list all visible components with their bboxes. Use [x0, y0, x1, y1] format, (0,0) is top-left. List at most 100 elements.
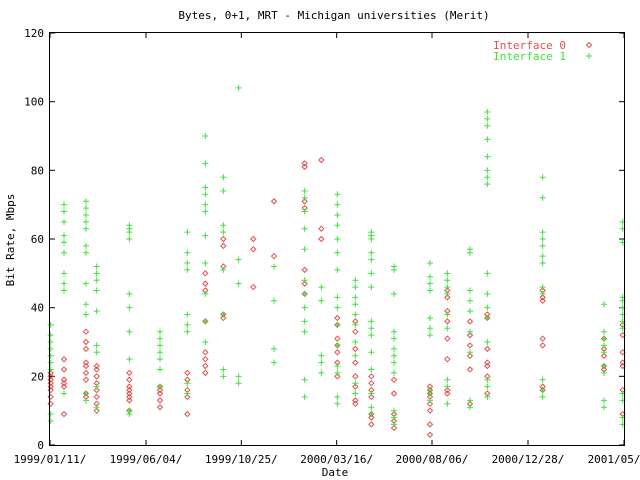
data-point — [93, 277, 100, 284]
data-point — [484, 136, 491, 143]
legend-label: Interface 1 — [493, 50, 566, 63]
data-point — [126, 304, 133, 311]
data-point — [368, 379, 375, 387]
data-point — [301, 266, 308, 274]
data-point — [93, 407, 100, 414]
data-point — [220, 235, 227, 243]
data-point — [220, 314, 227, 322]
data-point — [352, 284, 359, 291]
data-point — [202, 270, 209, 277]
x-tick-label: 2000/08/06/ — [396, 453, 469, 466]
data-point — [539, 236, 546, 242]
data-point — [60, 366, 68, 373]
data-point — [235, 84, 242, 91]
data-point — [61, 249, 67, 256]
data-point — [126, 369, 133, 377]
data-point — [484, 383, 491, 390]
x-tick-label: 2001/05/21/ — [588, 453, 640, 466]
x-tick-label: 1999/10/25/ — [205, 453, 278, 466]
data-point — [466, 318, 474, 325]
data-point — [426, 407, 434, 414]
data-point — [270, 252, 278, 260]
data-point — [301, 328, 308, 335]
y-tick-label: 100 — [24, 96, 44, 109]
data-point — [126, 376, 133, 383]
x-axis-label: Date — [322, 466, 349, 479]
data-point — [467, 404, 473, 411]
data-point — [93, 404, 100, 411]
data-point — [426, 400, 434, 408]
data-point — [82, 376, 90, 383]
data-point — [318, 225, 325, 232]
data-point — [467, 328, 473, 335]
data-point — [126, 390, 133, 397]
data-point — [427, 325, 433, 332]
data-point — [184, 393, 191, 401]
data-point — [334, 393, 341, 400]
data-point — [301, 160, 308, 167]
plot-frame — [49, 32, 625, 446]
data-point — [352, 321, 359, 328]
data-point — [220, 242, 227, 250]
data-point — [484, 339, 491, 345]
data-point — [391, 421, 397, 428]
data-point — [539, 387, 546, 394]
data-point — [156, 397, 164, 404]
data-point — [484, 359, 491, 366]
data-point — [601, 301, 607, 308]
data-point — [334, 201, 341, 208]
data-point — [600, 352, 608, 359]
data-point — [83, 218, 89, 225]
data-point — [235, 373, 242, 380]
data-point — [334, 191, 341, 198]
data-point — [83, 397, 89, 404]
data-point — [334, 400, 341, 407]
data-point — [484, 362, 491, 370]
data-point — [318, 235, 325, 243]
data-point — [47, 339, 54, 345]
data-point — [368, 373, 375, 380]
data-point — [301, 198, 308, 205]
x-tick-label: 2000/03/16/ — [300, 453, 373, 466]
data-point — [301, 225, 308, 232]
y-tick-label: 80 — [31, 164, 44, 177]
data-point — [444, 390, 451, 397]
data-point — [427, 260, 433, 267]
data-point — [202, 184, 209, 191]
data-point — [334, 335, 341, 342]
data-point — [184, 249, 191, 256]
data-point — [184, 369, 191, 377]
x-tick-label: 2000/12/28/ — [492, 453, 565, 466]
data-point — [220, 311, 227, 318]
data-point — [202, 160, 209, 167]
data-point — [368, 366, 375, 373]
data-point — [352, 311, 359, 318]
data-point — [202, 339, 209, 345]
data-point — [368, 393, 375, 401]
data-point — [334, 373, 341, 380]
data-point — [271, 297, 277, 304]
data-point — [82, 359, 90, 366]
data-point — [184, 328, 191, 335]
data-point — [220, 187, 227, 194]
data-point — [202, 369, 209, 377]
data-point — [444, 386, 451, 394]
data-point — [220, 222, 227, 229]
data-point — [426, 421, 434, 428]
y-tick-label: 0 — [37, 439, 44, 452]
data-point — [334, 321, 341, 328]
data-point — [539, 242, 546, 249]
data-point — [220, 174, 227, 181]
data-point — [202, 260, 209, 267]
legend-label: Interface 0 — [493, 39, 566, 52]
data-point — [301, 393, 308, 400]
data-point — [60, 410, 68, 418]
data-point — [334, 314, 341, 322]
data-point — [539, 294, 546, 301]
data-point — [156, 404, 164, 411]
data-point — [352, 339, 359, 345]
data-point — [466, 342, 474, 349]
data-point — [301, 277, 308, 284]
data-point — [157, 383, 163, 390]
data-point — [83, 198, 89, 205]
